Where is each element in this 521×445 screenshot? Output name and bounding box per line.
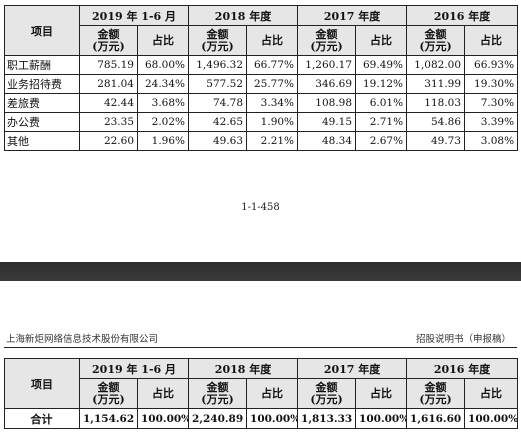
header-share: 占比 <box>136 378 190 409</box>
share-cell: 24.34% <box>136 74 190 94</box>
header-year: 2016 年度 <box>406 358 519 379</box>
share-cell: 3.08% <box>464 131 519 151</box>
table-body: 合计 1,154.62 100.00% 2,240.89 100.00% 1,813.33… <box>4 408 519 429</box>
share-cell: 3.34% <box>246 93 299 113</box>
share-cell: 1.96% <box>136 131 190 151</box>
header-year: 2017 年度 <box>297 5 408 26</box>
amount-cell: 22.60 <box>79 131 138 151</box>
table-row: 差旅费 42.44 3.68% 74.78 3.34% 108.98 6.01% 118.03… <box>4 93 519 113</box>
row-label: 职工薪酬 <box>4 55 80 75</box>
share-cell: 3.68% <box>136 93 190 113</box>
header-share: 占比 <box>464 378 519 409</box>
header-share: 占比 <box>136 25 190 56</box>
amount-cell: 42.44 <box>79 93 138 113</box>
header-year: 2018 年度 <box>188 5 299 26</box>
amount-cell: 577.52 <box>188 74 248 94</box>
table-row: 业务招待费 281.04 24.34% 577.52 25.77% 346.69 19.12… <box>4 74 519 94</box>
header-amount: 金额 (万元) <box>188 25 248 56</box>
amount-cell: 54.86 <box>406 112 466 132</box>
header-year: 2019 年 1-6 月 <box>78 358 190 379</box>
header-year: 2017 年度 <box>297 358 408 379</box>
amount-cell: 311.99 <box>406 74 466 94</box>
amount-cell: 1,616.60 <box>406 408 466 429</box>
amount-cell: 1,813.33 <box>297 408 357 429</box>
header-share: 占比 <box>355 378 408 409</box>
table-row: 办公费 23.35 2.02% 42.65 1.90% 49.15 2.71% 54.86 3.… <box>4 112 519 132</box>
total-row: 合计 1,154.62 100.00% 2,240.89 100.00% 1,813.33… <box>4 408 519 429</box>
amount-cell: 1,496.32 <box>188 55 248 75</box>
header-item: 项目 <box>4 358 80 409</box>
expense-table: 项目 2019 年 1-6 月 2018 年度 2017 年度 2016 年度 … <box>4 5 519 151</box>
amount-cell: 48.34 <box>297 131 357 151</box>
expense-table-continued: 项目 2019 年 1-6 月 2018 年度 2017 年度 2016 年度 … <box>4 358 519 429</box>
table-row: 其他 22.60 1.96% 49.63 2.21% 48.34 2.67% 49.73 3.0… <box>4 131 519 151</box>
share-cell: 100.00% <box>136 408 190 429</box>
page-number: 1-1-458 <box>241 202 280 213</box>
header-rule <box>4 347 517 348</box>
amount-cell: 346.69 <box>297 74 357 94</box>
header-share: 占比 <box>246 25 299 56</box>
amount-cell: 1,260.17 <box>297 55 357 75</box>
amount-cell: 23.35 <box>79 112 138 132</box>
amount-cell: 49.63 <box>188 131 248 151</box>
share-cell: 7.30% <box>464 93 519 113</box>
row-label: 业务招待费 <box>4 74 80 94</box>
row-label: 其他 <box>4 131 80 151</box>
amount-cell: 118.03 <box>406 93 466 113</box>
share-cell: 6.01% <box>355 93 408 113</box>
header-amount: 金额 (万元) <box>188 378 248 409</box>
amount-cell: 785.19 <box>79 55 138 75</box>
amount-cell: 49.73 <box>406 131 466 151</box>
amount-cell: 1,154.62 <box>79 408 138 429</box>
header-amount: 金额 (万元) <box>297 378 357 409</box>
document-title: 招股说明书（申报稿） <box>415 334 511 345</box>
share-cell: 100.00% <box>355 408 408 429</box>
header-amount: 金额 (万元) <box>406 25 466 56</box>
share-cell: 2.67% <box>355 131 408 151</box>
page-gap <box>0 262 521 281</box>
amount-cell: 49.15 <box>297 112 357 132</box>
header-year: 2018 年度 <box>188 358 299 379</box>
share-cell: 2.02% <box>136 112 190 132</box>
share-cell: 19.12% <box>355 74 408 94</box>
row-label: 差旅费 <box>4 93 80 113</box>
row-label: 办公费 <box>4 112 80 132</box>
share-cell: 66.77% <box>246 55 299 75</box>
share-cell: 2.21% <box>246 131 299 151</box>
share-cell: 100.00% <box>464 408 519 429</box>
share-cell: 19.30% <box>464 74 519 94</box>
amount-cell: 108.98 <box>297 93 357 113</box>
header-year: 2016 年度 <box>406 5 519 26</box>
amount-cell: 74.78 <box>188 93 248 113</box>
share-cell: 100.00% <box>246 408 299 429</box>
share-cell: 69.49% <box>355 55 408 75</box>
header-item: 项目 <box>4 5 80 56</box>
header-amount: 金额 (万元) <box>79 25 138 56</box>
header-amount: 金额 (万元) <box>406 378 466 409</box>
header-amount: 金额 (万元) <box>79 378 138 409</box>
share-cell: 25.77% <box>246 74 299 94</box>
share-cell: 2.71% <box>355 112 408 132</box>
header-share: 占比 <box>355 25 408 56</box>
company-name: 上海新炬网络信息技术股份有限公司 <box>6 334 159 345</box>
header-share: 占比 <box>464 25 519 56</box>
share-cell: 68.00% <box>136 55 190 75</box>
share-cell: 3.39% <box>464 112 519 132</box>
amount-cell: 1,082.00 <box>406 55 466 75</box>
amount-cell: 281.04 <box>79 74 138 94</box>
amount-cell: 42.65 <box>188 112 248 132</box>
table-row: 职工薪酬 785.19 68.00% 1,496.32 66.77% 1,260.17 69… <box>4 55 519 75</box>
page-top: 项目 2019 年 1-6 月 2018 年度 2017 年度 2016 年度 … <box>4 5 519 213</box>
amount-cell: 2,240.89 <box>188 408 248 429</box>
row-label: 合计 <box>4 408 80 429</box>
header-year: 2019 年 1-6 月 <box>78 5 190 26</box>
header-amount: 金额 (万元) <box>297 25 357 56</box>
share-cell: 66.93% <box>464 55 519 75</box>
table-body: 职工薪酬 785.19 68.00% 1,496.32 66.77% 1,260.17 69… <box>4 55 519 151</box>
page-bottom: 上海新炬网络信息技术股份有限公司 招股说明书（申报稿） 项目 2019 年 1-… <box>0 281 521 445</box>
header-share: 占比 <box>246 378 299 409</box>
share-cell: 1.90% <box>246 112 299 132</box>
